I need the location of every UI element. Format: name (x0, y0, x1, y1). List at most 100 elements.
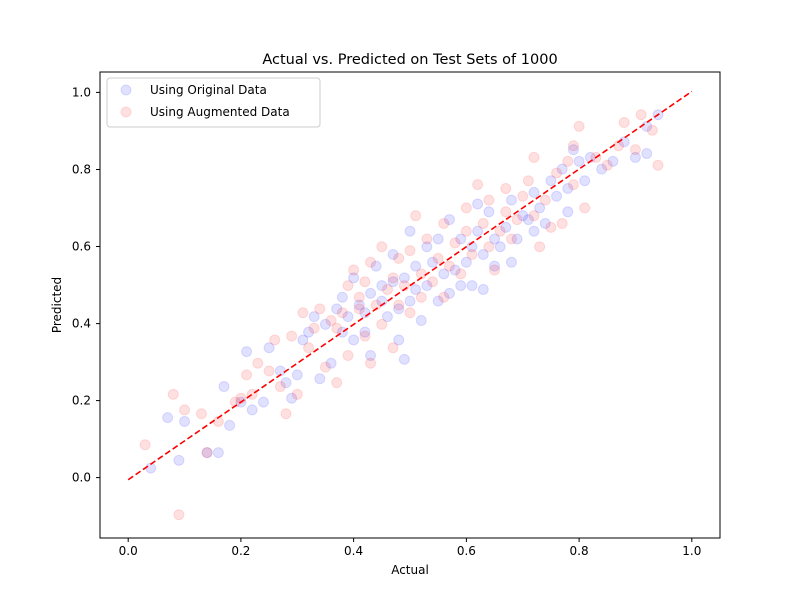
point-augmented-data (629, 144, 641, 156)
point-augmented-data (195, 408, 207, 420)
diagonal-reference-line (127, 90, 693, 481)
point-original-data (387, 249, 399, 261)
point-original-data (483, 206, 495, 218)
point-original-data (579, 175, 591, 187)
point-original-data (438, 268, 450, 280)
point-original-data (297, 334, 309, 346)
point-augmented-data (387, 342, 399, 354)
point-augmented-data (539, 194, 551, 206)
point-augmented-data (252, 357, 264, 369)
point-augmented-data (528, 210, 540, 222)
point-augmented-data (460, 202, 472, 214)
point-original-data (257, 396, 269, 408)
point-augmented-data (601, 159, 613, 171)
point-augmented-data (353, 303, 365, 315)
point-original-data (455, 280, 467, 292)
point-augmented-data (410, 210, 422, 222)
point-original-data (443, 214, 455, 226)
point-augmented-data (269, 334, 281, 346)
point-augmented-data (393, 252, 405, 264)
point-augmented-data (365, 256, 377, 268)
y-tick-label: 0.0 (72, 471, 91, 485)
point-augmented-data (246, 388, 258, 400)
y-tick-label: 1.0 (72, 85, 91, 99)
point-augmented-data (635, 109, 647, 121)
point-original-data (596, 163, 608, 175)
x-axis-ticks: 0.0 0.2 0.4 0.6 0.8 1.0 (119, 538, 701, 558)
point-augmented-data (415, 291, 427, 303)
point-augmented-data (139, 439, 151, 451)
scatter-points (139, 109, 664, 521)
point-original-data (365, 349, 377, 361)
x-tick-label: 1.0 (682, 544, 701, 558)
point-original-data (398, 272, 410, 284)
point-original-data (528, 186, 540, 198)
point-augmented-data (325, 315, 337, 327)
point-original-data (567, 144, 579, 156)
point-original-data (466, 280, 478, 292)
point-original-data (179, 416, 191, 427)
point-original-data (505, 194, 517, 206)
point-augmented-data (432, 252, 444, 264)
point-original-data (629, 151, 641, 163)
point-original-data (522, 214, 534, 226)
point-original-data (263, 342, 275, 354)
point-original-data (500, 221, 512, 233)
point-augmented-data (455, 268, 467, 280)
point-original-data (336, 291, 348, 303)
point-augmented-data (477, 217, 489, 229)
point-original-data (410, 260, 422, 272)
point-augmented-data (421, 233, 433, 245)
point-augmented-data (336, 307, 348, 319)
point-original-data (387, 276, 399, 288)
point-original-data (342, 311, 354, 323)
point-augmented-data (393, 299, 405, 311)
point-augmented-data (263, 365, 275, 377)
point-original-data (303, 326, 315, 338)
point-augmented-data (551, 167, 563, 179)
point-original-data (314, 373, 326, 385)
point-original-data (534, 202, 546, 214)
point-augmented-data (472, 179, 484, 191)
point-original-data (308, 311, 320, 323)
point-original-data (477, 283, 489, 295)
point-original-data (212, 447, 224, 459)
point-augmented-data (280, 408, 292, 420)
point-original-data (162, 412, 174, 424)
point-original-data (173, 454, 185, 466)
point-augmented-data (404, 245, 416, 257)
point-original-data (415, 315, 427, 327)
point-original-data (494, 241, 506, 253)
point-augmented-data (562, 155, 574, 167)
point-original-data (325, 357, 337, 369)
chart-title: Actual vs. Predicted on Test Sets of 100… (262, 52, 557, 68)
legend-label-augmented: Using Augmented Data (150, 105, 290, 119)
point-original-data (517, 210, 529, 222)
point-augmented-data (359, 276, 371, 288)
point-augmented-data (297, 307, 309, 319)
point-original-data (641, 148, 653, 160)
point-original-data (370, 260, 382, 272)
point-original-data (404, 295, 416, 307)
point-original-data (573, 155, 585, 167)
point-augmented-data (291, 388, 303, 400)
point-augmented-data (489, 264, 501, 276)
legend-box (106, 77, 321, 128)
y-tick-label: 0.8 (72, 163, 91, 177)
point-original-data (551, 190, 563, 202)
point-original-data (562, 206, 574, 218)
point-augmented-data (331, 377, 343, 389)
point-augmented-data (303, 342, 315, 354)
point-augmented-data (365, 357, 377, 369)
point-augmented-data (556, 217, 568, 229)
point-original-data (286, 392, 298, 404)
point-original-data (348, 334, 360, 346)
point-augmented-data (545, 221, 557, 233)
point-original-data (528, 225, 540, 237)
point-original-data (241, 346, 253, 358)
point-augmented-data (646, 124, 658, 136)
point-original-data (455, 233, 467, 245)
point-augmented-data (483, 194, 495, 206)
point-augmented-data (201, 447, 213, 459)
point-augmented-data (579, 202, 591, 214)
